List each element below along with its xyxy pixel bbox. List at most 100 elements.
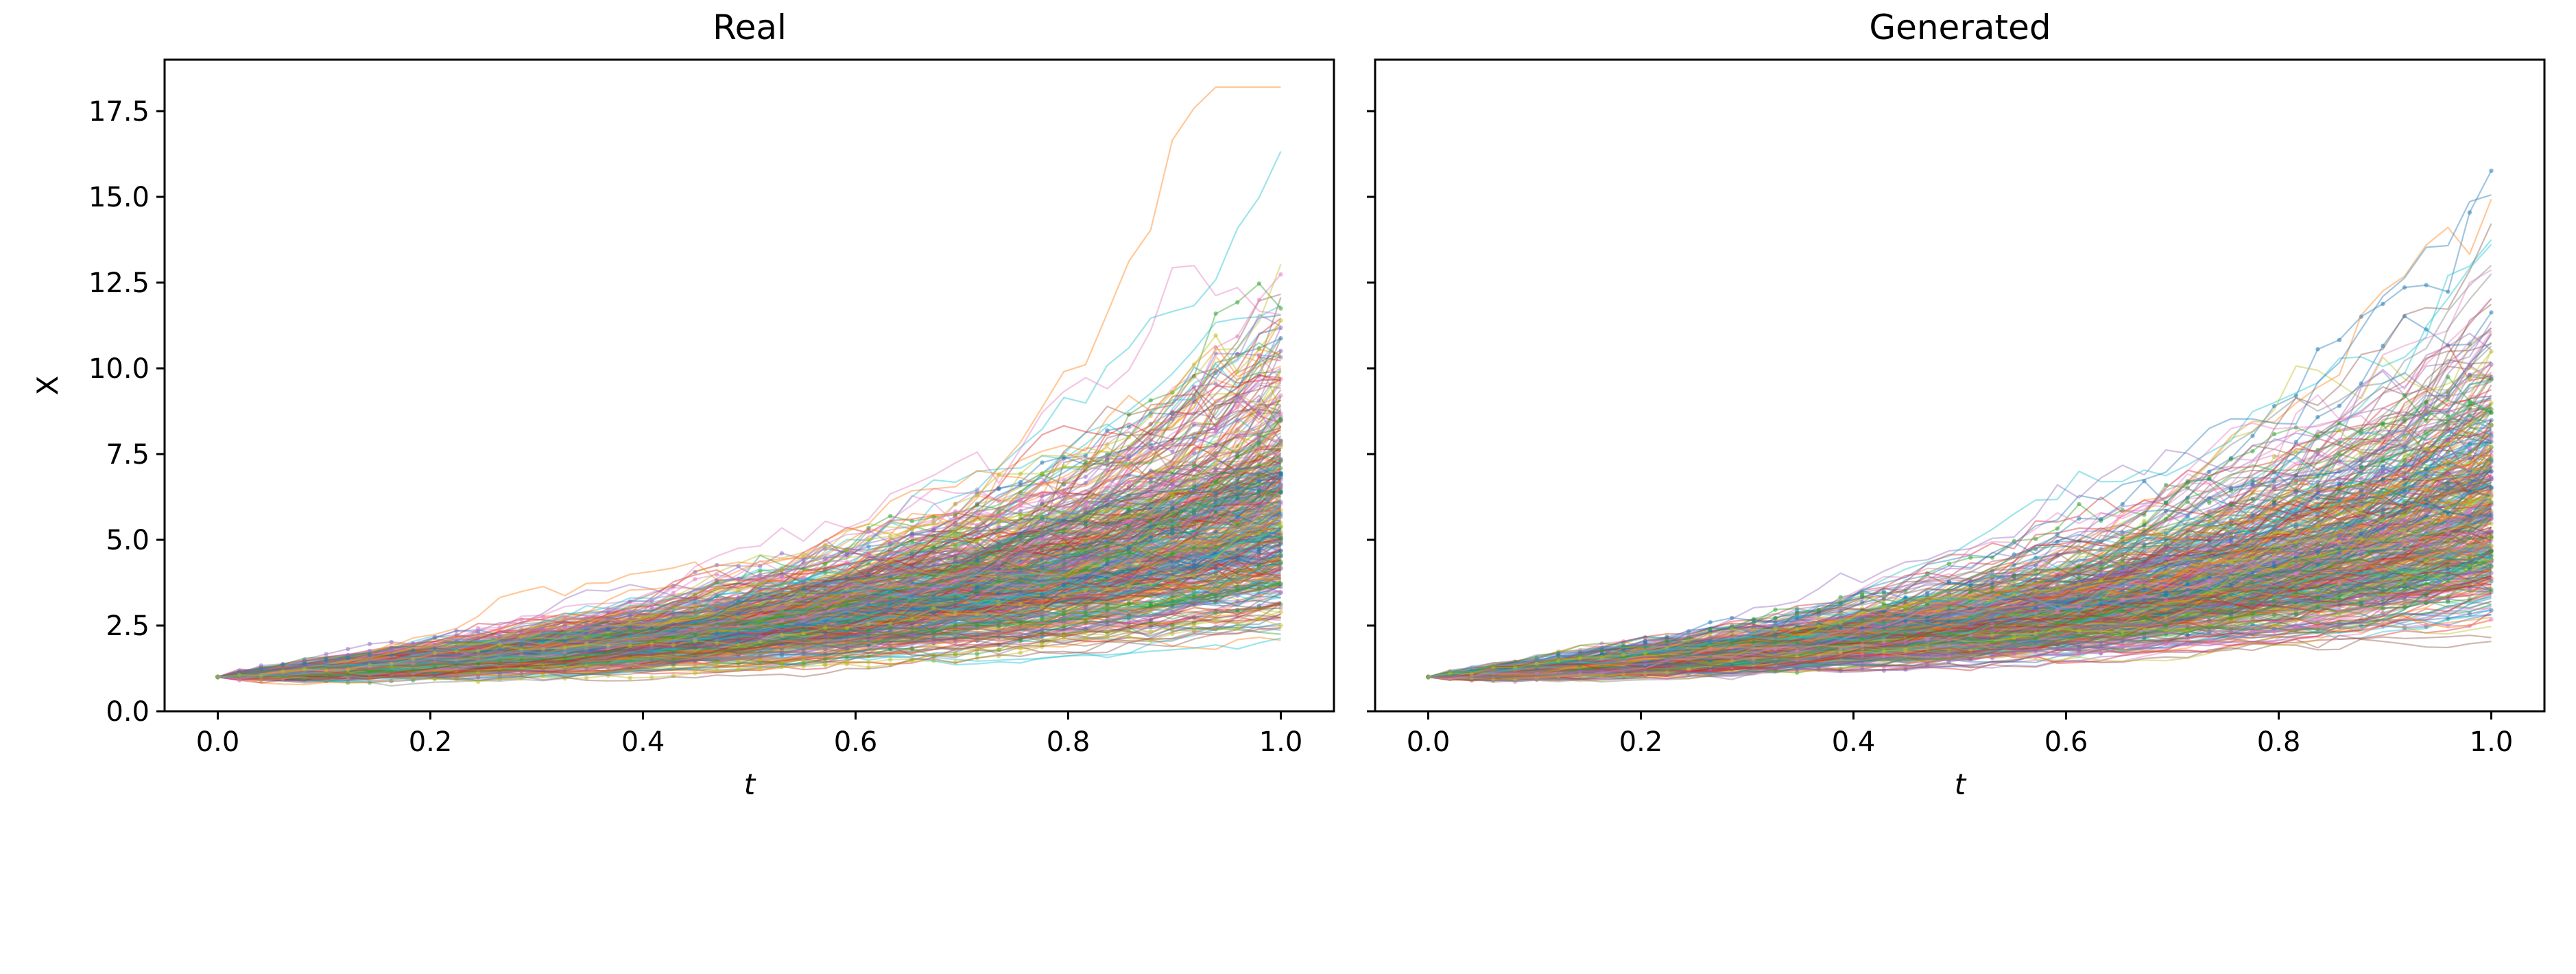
data-point — [1191, 628, 1197, 632]
data-point — [909, 527, 915, 532]
data-point — [475, 626, 481, 631]
data-point — [1235, 626, 1240, 631]
data-point — [1018, 512, 1023, 517]
data-point — [975, 652, 979, 656]
data-point — [1170, 390, 1175, 395]
data-point — [1148, 623, 1154, 629]
data-point — [1105, 634, 1110, 639]
data-point — [1126, 435, 1132, 440]
data-point — [1213, 333, 1218, 338]
series-line — [217, 476, 1281, 678]
data-point — [997, 549, 1001, 555]
data-point — [714, 586, 719, 591]
data-point — [909, 539, 915, 544]
data-point — [584, 663, 589, 668]
data-point — [1170, 465, 1175, 470]
series-real-10 — [217, 462, 1282, 678]
series-line — [217, 365, 1281, 678]
series-line — [217, 492, 1282, 678]
series-real-21 — [217, 314, 1281, 678]
data-point — [1170, 526, 1175, 532]
data-point — [1256, 346, 1262, 352]
data-point — [888, 534, 893, 538]
series-line — [217, 496, 1281, 680]
data-point — [1126, 473, 1132, 477]
series-line — [217, 445, 1281, 678]
series-real-17 — [217, 610, 1281, 679]
data-point — [519, 617, 524, 622]
series-line — [217, 489, 1282, 678]
data-point — [1235, 394, 1240, 399]
data-point — [1083, 499, 1088, 504]
series-real-6 — [217, 503, 1282, 678]
data-point — [1235, 443, 1240, 449]
data-point — [1148, 629, 1154, 634]
data-point — [1018, 471, 1023, 476]
data-point — [497, 647, 502, 652]
data-point — [953, 534, 958, 539]
data-point — [714, 631, 719, 636]
data-point — [779, 551, 785, 556]
data-point — [671, 590, 676, 595]
data-point — [844, 660, 850, 665]
chart-title-real: Real — [713, 8, 787, 47]
data-point — [714, 661, 719, 665]
data-point — [1040, 460, 1045, 465]
data-point — [1083, 466, 1088, 471]
data-point — [1061, 636, 1066, 641]
data-point — [866, 544, 871, 549]
data-point — [1278, 439, 1283, 444]
series-real-30 — [217, 567, 1282, 678]
data-point — [497, 625, 502, 630]
series-real-23 — [217, 545, 1281, 678]
data-point — [758, 582, 763, 586]
data-point — [1040, 558, 1045, 563]
data-point — [888, 540, 893, 545]
data-point — [1061, 464, 1066, 469]
data-point — [606, 628, 610, 632]
data-point — [1126, 506, 1132, 512]
data-point — [540, 674, 546, 678]
series-real-3 — [217, 492, 1282, 678]
data-point — [714, 572, 719, 577]
data-point — [736, 577, 741, 582]
series-real-12 — [217, 476, 1281, 678]
data-point — [909, 519, 915, 524]
series-line — [217, 549, 1281, 678]
data-point — [1278, 393, 1283, 398]
series-line — [217, 508, 1281, 678]
series-real-18 — [217, 529, 1282, 680]
data-point — [888, 546, 893, 551]
data-point — [1235, 621, 1240, 626]
data-point — [693, 577, 697, 582]
data-point — [628, 676, 632, 680]
data-point — [1278, 623, 1283, 628]
data-point — [540, 638, 546, 643]
series-line — [217, 610, 1281, 679]
data-point — [823, 543, 828, 547]
data-point — [346, 647, 350, 652]
data-point — [475, 630, 481, 634]
series-real-16 — [217, 484, 1281, 680]
data-point — [1278, 318, 1283, 323]
data-point — [1213, 619, 1218, 623]
data-point — [975, 523, 979, 528]
data-point — [1256, 281, 1262, 286]
series-line — [217, 567, 1282, 678]
data-point — [823, 562, 828, 567]
data-point — [475, 679, 481, 685]
data-point — [1256, 615, 1262, 621]
data-point — [953, 501, 958, 506]
data-point — [432, 645, 438, 651]
series-real-9 — [217, 445, 1281, 678]
series-real-15 — [217, 508, 1281, 678]
data-point — [693, 671, 697, 676]
data-point — [1278, 272, 1283, 277]
data-point — [1213, 443, 1218, 449]
series-line — [217, 420, 1281, 680]
data-point — [779, 664, 785, 669]
series-real-26 — [217, 389, 1282, 678]
data-point — [1170, 449, 1175, 454]
series-real-28 — [217, 472, 1281, 678]
series-line — [217, 389, 1282, 678]
